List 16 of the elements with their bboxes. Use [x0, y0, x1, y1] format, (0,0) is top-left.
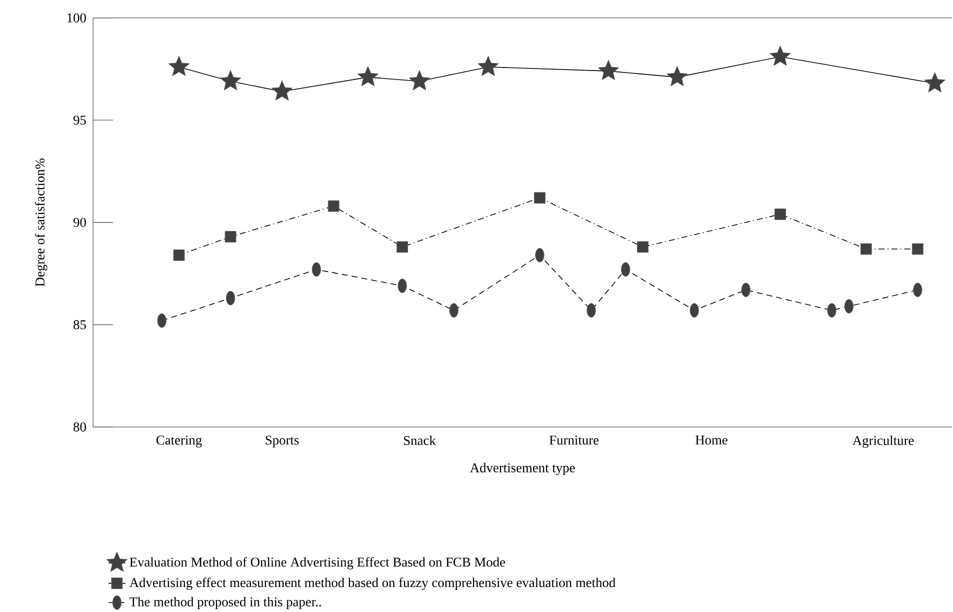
- x-tick-label: Agriculture: [852, 436, 914, 448]
- y-tick-label: 80: [74, 422, 86, 432]
- x-axis-title: Advertisement type: [470, 462, 575, 475]
- x-tick-label: Catering: [156, 436, 202, 448]
- y-tick-label: 95: [73, 116, 86, 125]
- y-tick-label: 85: [74, 320, 86, 330]
- x-tick-label: Furniture: [550, 436, 599, 444]
- x-tick-label: Home: [696, 436, 728, 444]
- y-axis-title: Degree of satisfaction%: [34, 158, 48, 286]
- legend-label: Evaluation Method of Online Advertising Effect Based on FCB Mode: [130, 556, 506, 570]
- legend-label: Advertising effect measurement method based on fuzzy comprehensive evaluation method: [129, 577, 616, 590]
- x-tick-label: Snack: [404, 436, 436, 445]
- legend-label: The method proposed in this paper..: [130, 596, 321, 610]
- x-tick-label: Sports: [266, 436, 299, 448]
- y-tick-label: 100: [68, 13, 86, 22]
- y-tick-label: 90: [73, 218, 86, 227]
